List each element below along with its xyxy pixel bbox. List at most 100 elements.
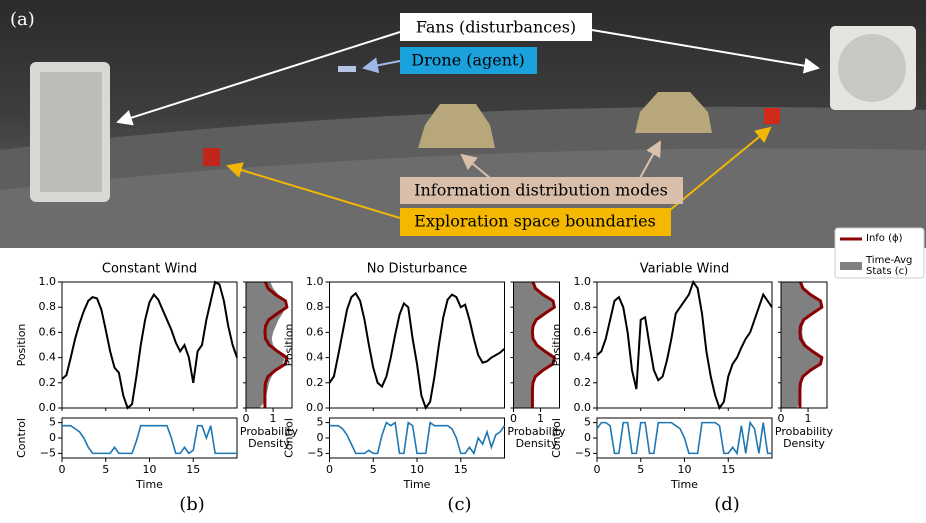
panel-caption: (d) — [714, 494, 740, 515]
y-tick-label: 0.6 — [574, 325, 592, 338]
x-tick-label: 0 — [778, 412, 785, 425]
photo-label: Information distribution modes — [414, 181, 668, 200]
y-axis-label: Control — [15, 418, 28, 458]
x-tick-label: 0 — [326, 463, 333, 476]
axes-frame — [513, 281, 560, 409]
arrow-drone — [362, 57, 401, 74]
arrow-mode-left — [460, 153, 491, 179]
boundary-cube-left — [203, 148, 220, 166]
blocks-right — [635, 92, 712, 133]
info-line — [263, 281, 289, 408]
plot-title: No Disturbance — [367, 262, 468, 277]
position-line — [328, 291, 506, 411]
y-tick-label: 0 — [317, 431, 324, 444]
y-tick-label: 0.6 — [39, 325, 57, 338]
control-line — [596, 420, 772, 456]
info-line — [798, 281, 824, 408]
x-tick-label: 0 — [510, 412, 517, 425]
fan-left-grill — [40, 72, 102, 192]
y-axis-label: Position — [15, 324, 28, 367]
x-tick-label: 0 — [59, 463, 66, 476]
x-axis-label: Probability Density — [239, 425, 299, 450]
photo: (a) Fans (disturbances) Drone (agent) In… — [0, 0, 926, 248]
x-axis-label: Time — [135, 478, 163, 491]
control-line — [329, 421, 506, 456]
drone — [338, 66, 356, 72]
arrow-fan-right — [591, 29, 820, 74]
y-axis-label: Control — [283, 418, 296, 458]
legend-label: Time-Avg Stats (c) — [866, 255, 913, 277]
plot-title: Variable Wind — [640, 262, 729, 277]
axes-frame — [245, 281, 293, 409]
control-line — [62, 424, 237, 455]
boundary-cube-right — [764, 108, 780, 124]
y-tick-label: 0.8 — [306, 300, 324, 313]
y-tick-label: 0.0 — [574, 401, 592, 414]
y-tick-label: 0.4 — [306, 351, 324, 364]
y-tick-label: 0 — [584, 431, 591, 444]
x-tick-label: 5 — [370, 463, 377, 476]
x-tick-label: 0 — [594, 463, 601, 476]
x-axis-label: Time — [403, 478, 431, 491]
y-tick-label: 0.6 — [306, 325, 324, 338]
legend-swatch — [840, 262, 862, 270]
label-box-modes — [400, 177, 683, 204]
y-tick-label: 1.0 — [574, 275, 592, 288]
panel-caption: (b) — [179, 494, 205, 515]
x-tick-label: 1 — [537, 412, 544, 425]
axes-frame — [780, 281, 828, 409]
y-tick-label: 0.0 — [306, 401, 324, 414]
x-tick-label: 5 — [102, 463, 109, 476]
x-tick-label: 10 — [143, 463, 157, 476]
label-box-boundaries — [400, 208, 671, 236]
x-tick-label: 10 — [678, 463, 692, 476]
x-tick-label: 5 — [637, 463, 644, 476]
y-tick-label: 0.8 — [39, 300, 57, 313]
arrow-fan-left — [116, 31, 401, 126]
x-tick-label: 1 — [270, 412, 277, 425]
y-tick-label: 1.0 — [306, 275, 324, 288]
photo-label: Exploration space boundaries — [414, 212, 656, 231]
y-tick-label: 5 — [317, 416, 324, 429]
y-axis-label: Position — [550, 324, 563, 367]
y-tick-label: −5 — [575, 446, 591, 459]
legend-label: Info (ϕ) — [866, 233, 903, 244]
y-tick-label: 1.0 — [39, 275, 57, 288]
y-tick-label: 0.2 — [574, 376, 592, 389]
x-tick-label: 1 — [805, 412, 812, 425]
arrow-mode-right — [639, 140, 661, 179]
axes-frame — [329, 281, 505, 409]
x-tick-label: 15 — [454, 463, 468, 476]
y-tick-label: 0.2 — [39, 376, 57, 389]
y-tick-label: 0 — [49, 431, 56, 444]
y-axis-label: Position — [283, 324, 296, 367]
photo-label: Fans (disturbances) — [416, 18, 576, 37]
plot-title: Constant Wind — [102, 262, 197, 277]
info-line — [530, 281, 557, 408]
x-tick-label: 15 — [721, 463, 735, 476]
y-tick-label: 0.8 — [574, 300, 592, 313]
x-axis-label: Probability Density — [507, 425, 566, 450]
arrow-boundary-left — [226, 162, 401, 219]
label-box-drone — [400, 47, 537, 74]
axes-frame — [61, 417, 238, 459]
x-axis-label: Probability Density — [774, 425, 834, 450]
fan-right-grill — [838, 34, 906, 102]
label-box-fans — [400, 13, 592, 41]
y-tick-label: 0.2 — [306, 376, 324, 389]
position-line — [596, 279, 773, 411]
y-tick-label: −5 — [307, 446, 323, 459]
arrow-boundary-right — [669, 126, 772, 211]
y-axis-label: Control — [550, 418, 563, 458]
y-tick-label: 5 — [49, 416, 56, 429]
panel-label: (a) — [10, 9, 35, 30]
position-line — [61, 280, 238, 410]
blocks-left — [418, 104, 495, 148]
y-tick-label: 0.4 — [39, 351, 57, 364]
panel-caption: (c) — [447, 494, 471, 515]
y-tick-label: 0.4 — [574, 351, 592, 364]
x-tick-label: 10 — [410, 463, 424, 476]
y-tick-label: −5 — [40, 446, 56, 459]
